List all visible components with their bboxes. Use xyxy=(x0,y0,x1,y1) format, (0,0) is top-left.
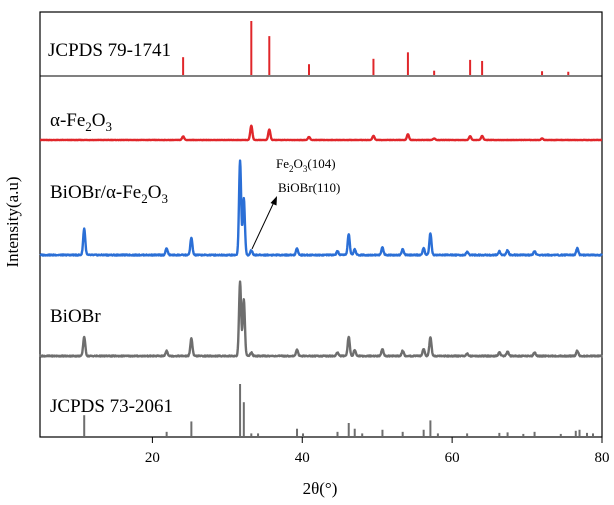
x-tick-label-2: 60 xyxy=(445,450,460,466)
annotation-arrow xyxy=(251,201,275,250)
x-tick-label-0: 20 xyxy=(145,450,160,466)
y-axis-label: Intensity(a.u) xyxy=(3,176,22,267)
label-biobr-alpha-fe2o3: BiOBr/α-Fe2O3 xyxy=(50,182,168,206)
label-jcpds-73-2061: JCPDS 73-2061 xyxy=(50,396,173,417)
annotation-arrowhead xyxy=(270,196,277,206)
label-biobr: BiOBr xyxy=(50,306,101,327)
label-jcpds-79-1741: JCPDS 79-1741 xyxy=(48,40,171,61)
label-alpha-fe2o3: α-Fe2O3 xyxy=(50,110,112,134)
series-1 xyxy=(39,124,603,142)
pattern-line-3 xyxy=(38,280,603,358)
annotation-fe2o3-104: Fe2O3(104) xyxy=(276,156,336,174)
series-0 xyxy=(182,21,570,75)
pattern-line-2 xyxy=(39,159,603,257)
series-4 xyxy=(83,384,595,436)
x-tick-layer: 20 40 60 80 xyxy=(145,437,610,466)
plot-frame xyxy=(39,11,603,438)
series-3 xyxy=(38,280,603,358)
x-tick-label-3: 80 xyxy=(595,450,610,466)
annotation-biobr-110: BiOBr(110) xyxy=(278,180,340,195)
series-layer xyxy=(38,21,603,436)
pattern-line-1 xyxy=(39,124,603,142)
x-axis-label: 2θ(°) xyxy=(303,479,338,498)
series-2 xyxy=(39,159,603,257)
x-tick-label-1: 40 xyxy=(295,450,310,466)
